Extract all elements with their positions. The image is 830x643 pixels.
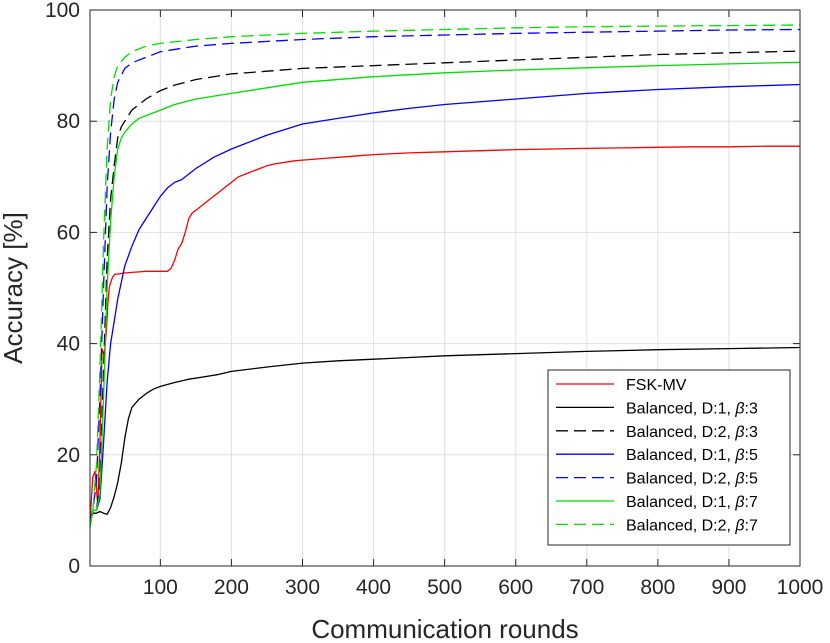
y-tick-label: 0 bbox=[68, 555, 80, 578]
y-tick-label: 80 bbox=[57, 110, 80, 133]
x-tick-label: 500 bbox=[427, 576, 462, 599]
x-tick-label: 1000 bbox=[777, 576, 824, 599]
legend-label-6: Balanced, D:1, β:7 bbox=[626, 494, 758, 511]
y-tick-label: 40 bbox=[57, 333, 80, 356]
x-axis-label: Communication rounds bbox=[311, 614, 578, 643]
legend-label-7: Balanced, D:2, β:7 bbox=[626, 517, 758, 534]
legend-label-4: Balanced, D:1, β:5 bbox=[626, 447, 758, 464]
x-tick-label: 600 bbox=[498, 576, 533, 599]
legend-label-part: :5 bbox=[745, 447, 758, 464]
legend-label-part: Balanced, D:1, bbox=[626, 494, 735, 511]
x-tick-label: 700 bbox=[569, 576, 604, 599]
series-layer bbox=[89, 24, 801, 528]
legend-label-part: Balanced, D:2, bbox=[626, 424, 735, 441]
legend-label-part: Balanced, D:2, bbox=[626, 471, 735, 488]
y-axis-label: Accuracy [%] bbox=[0, 212, 28, 364]
legend-label-part: β bbox=[734, 517, 744, 534]
legend-label-part: :7 bbox=[745, 517, 758, 534]
series-line-2 bbox=[89, 346, 801, 522]
axis-ticks: 100 200 300 400 500 600 700 800 900 1000 0 20 40 60 80… bbox=[45, 0, 823, 599]
legend-label-part: :3 bbox=[745, 400, 758, 417]
series-line-7 bbox=[89, 24, 801, 528]
series-line-1 bbox=[89, 145, 800, 522]
x-tick-label: 800 bbox=[640, 576, 675, 599]
y-tick-label: 100 bbox=[45, 0, 80, 22]
legend-label-part: Balanced, D:1, bbox=[626, 447, 735, 464]
legend-label-2: Balanced, D:1, β:3 bbox=[626, 400, 758, 417]
y-tick-label: 60 bbox=[57, 221, 80, 244]
legend-label-3: Balanced, D:2, β:3 bbox=[626, 424, 758, 441]
legend-label-part: β bbox=[734, 471, 744, 488]
x-tick-label: 900 bbox=[711, 576, 746, 599]
legend-label-part: Balanced, D:1, bbox=[626, 400, 735, 417]
series-line-4 bbox=[89, 83, 801, 522]
x-tick-label: 400 bbox=[356, 576, 391, 599]
series-line-6 bbox=[89, 61, 801, 528]
y-tick-label: 20 bbox=[57, 444, 80, 467]
legend-label-part: :7 bbox=[745, 494, 758, 511]
legend-label-part: FSK-MV bbox=[626, 377, 687, 394]
legend-label-part: β bbox=[734, 400, 744, 417]
legend-label-part: Balanced, D:2, bbox=[626, 517, 735, 534]
legend-label-part: β bbox=[734, 447, 744, 464]
legend-box bbox=[547, 369, 791, 546]
legend-label-part: β bbox=[734, 424, 744, 441]
legend-label-5: Balanced, D:2, β:5 bbox=[626, 471, 758, 488]
legend-label-part: :3 bbox=[745, 424, 758, 441]
x-tick-label: 100 bbox=[143, 576, 178, 599]
series-line-5 bbox=[89, 28, 801, 522]
legend-label-part: :5 bbox=[745, 471, 758, 488]
legend-label-1: FSK-MV bbox=[626, 377, 687, 394]
x-tick-label: 300 bbox=[285, 576, 320, 599]
series-line-3 bbox=[89, 50, 801, 522]
x-tick-label: 200 bbox=[214, 576, 249, 599]
legend-label-part: β bbox=[734, 494, 744, 511]
